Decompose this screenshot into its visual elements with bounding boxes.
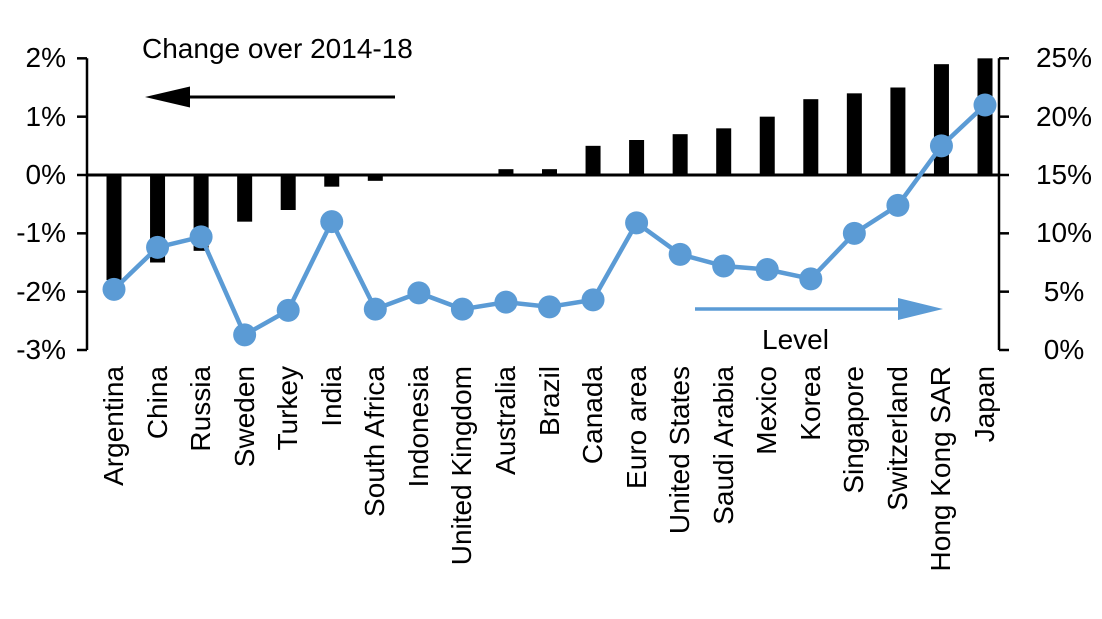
- x-label-brazil: Brazil: [533, 366, 565, 437]
- x-label-india: India: [315, 366, 347, 427]
- x-label-euro-area: Euro area: [620, 366, 652, 489]
- left-axis-label-1%: 1%: [25, 100, 66, 132]
- x-label-switzerland: Switzerland: [881, 366, 913, 511]
- level-dot-canada: [581, 288, 605, 312]
- level-dot-saudi-arabia: [712, 254, 736, 278]
- level-dot-brazil: [538, 295, 561, 319]
- right-arrow-head: [898, 298, 943, 320]
- level-dot-singapore: [842, 221, 866, 245]
- level-dot-argentina: [102, 277, 126, 301]
- right-axis-label-10%: 10%: [1035, 217, 1093, 249]
- change-bar-south-africa: [367, 175, 383, 181]
- change-bar-turkey: [280, 175, 296, 210]
- level-dot-mexico: [755, 257, 779, 281]
- x-label-singapore: Singapore: [838, 366, 870, 494]
- level-dot-hong-kong-sar: [929, 134, 953, 158]
- x-label-argentina: Argentina: [98, 366, 129, 486]
- x-label-korea: Korea: [794, 366, 826, 441]
- level-dot-united-kingdom: [450, 297, 474, 321]
- left-axis-label-2%: 2%: [25, 42, 66, 74]
- right-axis-label-5%: 5%: [1043, 275, 1085, 307]
- x-label-hong-kong-sar: Hong Kong SAR: [925, 366, 957, 572]
- change-bar-switzerland: [890, 87, 906, 175]
- change-bar-sweden: [237, 175, 253, 222]
- level-dot-united-states: [668, 242, 692, 266]
- x-label-indonesia: Indonesia: [402, 366, 434, 488]
- left-arrow-head: [145, 86, 190, 108]
- x-label-united-states: United States: [664, 366, 696, 535]
- level-dot-russia: [189, 225, 213, 249]
- level-series-title: Level: [762, 324, 829, 355]
- change-bar-argentina: [106, 175, 122, 280]
- x-label-japan: Japan: [969, 366, 1000, 443]
- change-bar-hong-kong-sar: [933, 64, 949, 175]
- left-axis-label--2%: -2%: [16, 275, 66, 307]
- left-axis-label--3%: -3%: [16, 333, 66, 365]
- change-bar-japan: [977, 58, 993, 176]
- level-dot-switzerland: [886, 193, 910, 217]
- right-axis-label-0%: 0%: [1043, 334, 1085, 365]
- left-axis-label--1%: -1%: [16, 217, 66, 249]
- x-label-mexico: Mexico: [751, 366, 783, 455]
- level-dot-sweden: [233, 323, 257, 347]
- level-dot-south-africa: [363, 297, 387, 321]
- x-label-united-kingdom: United Kingdom: [446, 366, 478, 566]
- x-label-south-africa: South Africa: [359, 366, 391, 517]
- x-label-turkey: Turkey: [272, 366, 304, 451]
- change-bar-brazil: [542, 169, 557, 175]
- change-bar-saudi-arabia: [716, 128, 732, 175]
- change-bar-canada: [585, 145, 601, 175]
- change-bar-euro-area: [629, 140, 645, 175]
- level-dot-india: [320, 210, 344, 234]
- change-bar-singapore: [846, 93, 862, 175]
- level-dot-turkey: [276, 298, 300, 322]
- level-dot-australia: [494, 290, 518, 314]
- x-label-saudi-arabia: Saudi Arabia: [707, 366, 739, 525]
- change-bar-mexico: [759, 116, 775, 175]
- x-label-russia: Russia: [185, 366, 217, 452]
- level-dot-japan: [973, 93, 997, 117]
- x-label-australia: Australia: [489, 366, 521, 475]
- level-dot-china: [146, 235, 170, 259]
- right-axis-label-15%: 15%: [1035, 158, 1093, 190]
- change-bar-korea: [803, 99, 819, 175]
- level-dot-indonesia: [407, 281, 431, 305]
- x-label-sweden: Sweden: [228, 366, 260, 468]
- level-dot-euro-area: [625, 211, 649, 235]
- right-axis-label-20%: 20%: [1035, 100, 1093, 132]
- x-label-china: China: [141, 366, 173, 440]
- change-bar-india: [324, 175, 340, 187]
- change-series-title: Change over 2014-18: [142, 33, 413, 64]
- right-axis-label-25%: 25%: [1035, 42, 1093, 74]
- level-dot-korea: [799, 267, 823, 291]
- x-label-canada: Canada: [577, 366, 609, 465]
- left-axis-label-0%: 0%: [25, 159, 66, 190]
- change-bar-australia: [498, 169, 514, 175]
- change-bar-united-states: [672, 134, 688, 175]
